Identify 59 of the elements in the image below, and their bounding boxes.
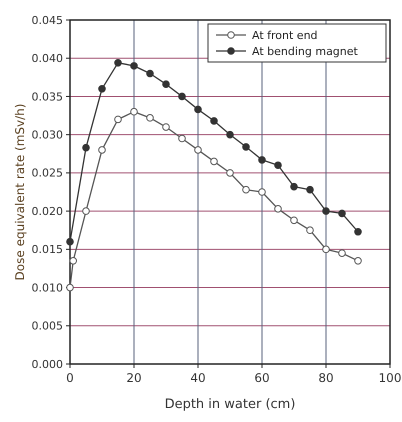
point: [130, 62, 138, 70]
point: [258, 188, 266, 196]
point: [338, 210, 346, 218]
point: [130, 108, 138, 116]
point: [226, 169, 234, 177]
point: [322, 246, 330, 254]
y-tick-label: 0.010: [32, 281, 63, 294]
x-tick-label: 100: [378, 371, 402, 385]
point: [226, 130, 234, 138]
y-tick-label: 0.015: [32, 243, 63, 256]
y-axis-title: Dose equivalent rate (mSv/h): [13, 104, 27, 280]
x-tick-label: 20: [126, 371, 142, 385]
point: [66, 238, 74, 246]
point: [290, 216, 298, 224]
x-tick-label: 60: [254, 371, 270, 385]
y-tick-label: 0.000: [32, 358, 63, 371]
y-tick-label: 0.005: [32, 320, 63, 333]
point: [322, 207, 330, 215]
point: [82, 144, 90, 152]
point: [114, 116, 122, 124]
x-axis-title: Depth in water (cm): [164, 397, 296, 412]
point: [290, 182, 298, 190]
point: [178, 92, 186, 100]
x-tick-label: 80: [318, 371, 334, 385]
point: [354, 228, 362, 236]
point: [178, 134, 186, 142]
point: [306, 186, 314, 194]
point: [354, 257, 362, 265]
point: [146, 114, 154, 122]
y-tick-label: 0.030: [32, 128, 63, 142]
y-tick-label: 0.040: [32, 52, 63, 66]
x-tick-label: 40: [190, 371, 206, 385]
y-tick-label: 0.035: [32, 90, 63, 104]
legend-label: At front end: [252, 28, 318, 42]
point: [66, 284, 74, 292]
x-tick-label: 0: [66, 371, 74, 385]
point: [162, 80, 170, 88]
legend-label: At bending magnet: [252, 44, 359, 58]
point: [98, 146, 106, 154]
point: [114, 59, 122, 67]
point: [98, 85, 106, 93]
point: [274, 161, 282, 170]
point: [82, 207, 90, 215]
point: [274, 205, 282, 213]
point: [242, 186, 250, 194]
point: [242, 143, 250, 151]
point: [306, 226, 314, 234]
point: [210, 158, 218, 166]
point: [194, 146, 202, 154]
point: [69, 257, 77, 265]
y-tick-label: 0.045: [32, 14, 63, 27]
y-tick-label: 0.025: [32, 166, 63, 180]
point: [194, 106, 202, 114]
y-tick-label: 0.020: [32, 204, 63, 218]
point: [162, 123, 170, 131]
point: [258, 156, 266, 164]
point: [338, 249, 346, 257]
point: [146, 70, 154, 78]
point: [210, 117, 218, 125]
